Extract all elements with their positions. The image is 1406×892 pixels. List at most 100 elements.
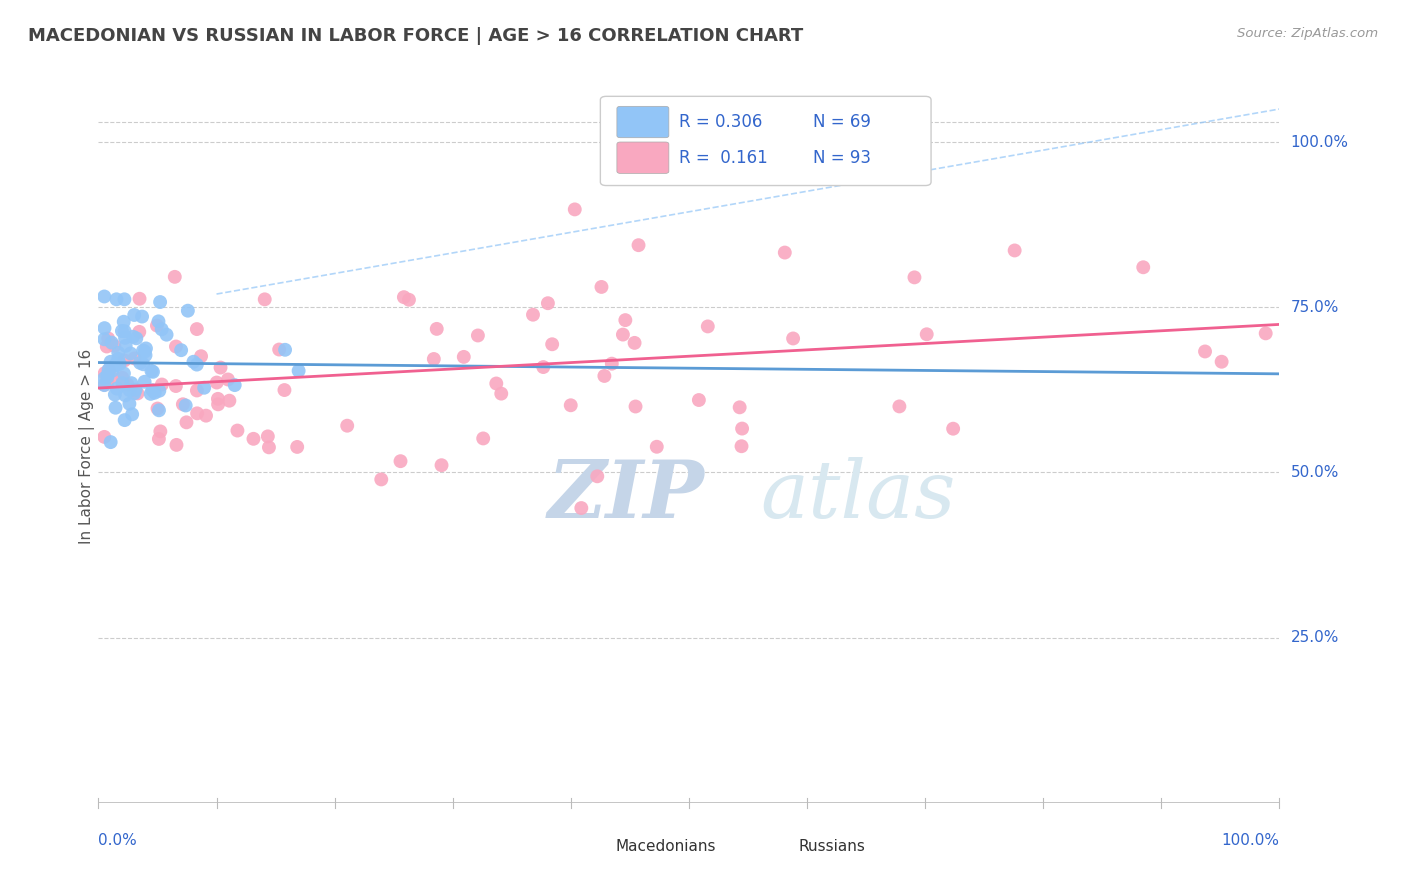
Point	[121, 407, 143, 421]
Point	[190, 349, 212, 363]
Point	[122, 308, 145, 322]
Point	[129, 356, 152, 370]
Point	[186, 322, 208, 336]
Point	[107, 351, 129, 366]
Text: ZIP: ZIP	[547, 458, 704, 534]
Point	[97, 331, 120, 345]
Point	[1254, 326, 1277, 341]
Point	[257, 441, 280, 455]
Point	[100, 355, 122, 369]
Point	[97, 367, 120, 381]
Point	[1132, 260, 1154, 275]
Point	[392, 290, 415, 304]
Text: Source: ZipAtlas.com: Source: ZipAtlas.com	[1237, 27, 1378, 40]
Text: N = 69: N = 69	[813, 113, 870, 131]
Point	[453, 350, 475, 364]
Point	[426, 322, 449, 336]
Point	[93, 378, 115, 392]
Point	[903, 270, 925, 285]
FancyBboxPatch shape	[600, 96, 931, 186]
Point	[782, 331, 804, 345]
Point	[120, 376, 142, 391]
Point	[124, 383, 146, 397]
Point	[165, 339, 187, 353]
Point	[472, 432, 495, 446]
Point	[287, 364, 309, 378]
Point	[104, 401, 127, 415]
Point	[370, 472, 392, 486]
Point	[141, 364, 163, 378]
Point	[107, 345, 129, 359]
Point	[93, 377, 115, 392]
Point	[150, 377, 173, 392]
Point	[186, 358, 208, 372]
Point	[117, 377, 139, 392]
Point	[217, 372, 239, 386]
Text: R = 0.306: R = 0.306	[679, 113, 763, 131]
Point	[731, 421, 754, 435]
Point	[125, 331, 148, 345]
Point	[624, 400, 647, 414]
Point	[627, 238, 650, 252]
Point	[205, 376, 228, 390]
Point	[105, 382, 128, 396]
Point	[942, 422, 965, 436]
Point	[93, 321, 115, 335]
Point	[174, 399, 197, 413]
Point	[242, 432, 264, 446]
Point	[155, 327, 177, 342]
Text: 0.0%: 0.0%	[98, 833, 138, 848]
Point	[141, 383, 163, 397]
Text: 100.0%: 100.0%	[1291, 135, 1348, 150]
Point	[104, 387, 127, 401]
Point	[100, 335, 122, 350]
Text: 50.0%: 50.0%	[1291, 465, 1339, 480]
Point	[139, 387, 162, 401]
Point	[645, 440, 668, 454]
Point	[253, 293, 276, 307]
Point	[146, 318, 169, 333]
Point	[96, 370, 118, 384]
Point	[256, 429, 278, 443]
Point	[183, 355, 205, 369]
Point	[93, 332, 115, 346]
Point	[193, 381, 215, 395]
Text: N = 93: N = 93	[813, 149, 870, 167]
Point	[112, 315, 135, 329]
FancyBboxPatch shape	[581, 835, 612, 858]
Point	[143, 385, 166, 400]
Point	[485, 376, 508, 391]
Point	[207, 392, 229, 406]
Point	[148, 314, 170, 328]
Point	[118, 383, 141, 397]
Point	[177, 303, 200, 318]
Point	[135, 342, 157, 356]
Point	[564, 202, 586, 217]
Point	[128, 325, 150, 339]
FancyBboxPatch shape	[763, 835, 794, 858]
Point	[423, 351, 446, 366]
Point	[224, 378, 246, 392]
Point	[114, 413, 136, 427]
Point	[112, 293, 135, 307]
Point	[146, 401, 169, 416]
Point	[773, 245, 796, 260]
Point	[105, 358, 128, 372]
Point	[915, 327, 938, 342]
Point	[889, 400, 911, 414]
Point	[336, 418, 359, 433]
Point	[128, 292, 150, 306]
Point	[207, 397, 229, 411]
Point	[586, 469, 609, 483]
Point	[591, 280, 613, 294]
Point	[398, 293, 420, 307]
Point	[96, 339, 118, 353]
Point	[97, 376, 120, 390]
Point	[118, 397, 141, 411]
Point	[93, 366, 115, 380]
Point	[98, 363, 121, 377]
Point	[218, 393, 240, 408]
Point	[560, 398, 582, 412]
Point	[142, 365, 165, 379]
Point	[114, 324, 136, 338]
